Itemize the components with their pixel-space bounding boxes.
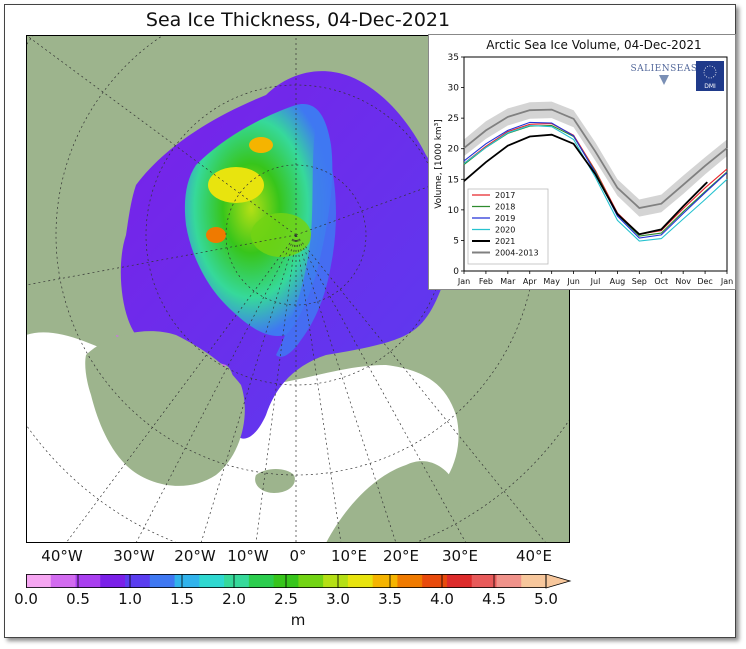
- y-tick-label: 30: [448, 84, 460, 94]
- series-line-2020: [463, 124, 728, 242]
- longitude-label: 0°: [289, 547, 307, 565]
- colorbar-tick-label: 0.5: [66, 590, 90, 608]
- x-tick-label: Dec: [697, 277, 712, 286]
- colorbar-segment: [298, 574, 324, 588]
- legend-label: 2017: [495, 191, 515, 200]
- y-tick-label: 15: [448, 175, 459, 185]
- scandinavia-landmass: [326, 461, 461, 543]
- longitude-label: 20°E: [382, 547, 420, 565]
- colorbar-segment: [224, 574, 250, 588]
- colorbar: [26, 574, 572, 589]
- dmi-logo-text: DMI: [704, 83, 716, 90]
- x-tick-label: Nov: [675, 277, 691, 286]
- climatology-band: [464, 101, 727, 217]
- colorbar-segment: [149, 574, 176, 588]
- colorbar-tick-label: 2.0: [222, 590, 246, 608]
- x-tick-label: Mar: [500, 277, 516, 286]
- greenland-landmass: [85, 331, 245, 486]
- longitude-label: 30°W: [113, 547, 155, 565]
- colorbar-tick-label: 4.5: [482, 590, 506, 608]
- series-line-2004-2013: [463, 108, 728, 209]
- colorbar-segment: [174, 574, 200, 588]
- salienseas-logo: SALIENSEAS: [630, 64, 697, 74]
- legend-label: 2021: [495, 237, 515, 246]
- colorbar-segment: [26, 574, 52, 588]
- colorbar-tick-label: 4.0: [430, 590, 454, 608]
- colorbar-segment: [50, 574, 77, 588]
- dmi-logo-ring: [703, 65, 717, 79]
- x-tick-label: Aug: [610, 277, 626, 286]
- legend-label: 2019: [495, 214, 515, 223]
- sea-ice-thickness-map: [26, 35, 570, 543]
- legend-label: 2020: [495, 226, 515, 235]
- medium-ice-band: [276, 125, 336, 357]
- longitude-label: 40°E: [515, 547, 553, 565]
- colorbar-tick-label: 1.5: [170, 590, 194, 608]
- longitude-label: 10°E: [330, 547, 368, 565]
- x-tick-label: Jun: [566, 277, 580, 286]
- colorbar-segment: [75, 574, 101, 588]
- legend-label: 2018: [495, 203, 515, 212]
- colorbar-segment: [248, 574, 275, 588]
- x-tick-label: Jan: [720, 277, 733, 286]
- colorbar-tick-label: 1.0: [118, 590, 142, 608]
- x-tick-label: May: [543, 277, 560, 286]
- y-tick-label: 10: [448, 206, 460, 216]
- x-tick-label: Apr: [523, 277, 538, 286]
- colorbar-segment: [372, 574, 398, 588]
- thickest-ice-spot: [208, 167, 264, 203]
- colorbar-segment: [199, 574, 225, 588]
- thickest-ice-spot: [206, 227, 226, 243]
- y-tick-label: 5: [453, 236, 459, 246]
- colorbar-segment: [446, 574, 473, 588]
- colorbar-segment: [422, 574, 448, 588]
- colorbar-segment: [496, 574, 522, 588]
- y-tick-label: 35: [448, 53, 459, 63]
- colorbar-tick-label: 0.0: [14, 590, 38, 608]
- thickest-ice-spot: [251, 213, 311, 257]
- thick-ice-core: [184, 104, 333, 336]
- colorbar-segment: [471, 574, 497, 588]
- longitude-label: 30°E: [441, 547, 479, 565]
- colorbar-segment: [347, 574, 374, 588]
- colorbar-segment: [323, 574, 349, 588]
- x-tick-label: Jul: [590, 277, 601, 286]
- x-tick-label: Sep: [632, 277, 647, 286]
- volume-chart-panel: 0 5 10 15 20 25 30 35 Jan Feb Mar Apr May Jun Jul Aug Se…: [428, 34, 736, 290]
- y-tick-label: 0: [453, 267, 459, 277]
- colorbar-segment: [100, 574, 126, 588]
- x-tick-label: Jan: [457, 277, 470, 286]
- colorbar-segment: [397, 574, 423, 588]
- colorbar-tick-label: 3.5: [378, 590, 402, 608]
- x-tick-label: Feb: [479, 277, 493, 286]
- colorbar-tick-label: 2.5: [274, 590, 298, 608]
- y-tick-label: 25: [448, 114, 459, 124]
- colorbar-segment: [521, 574, 547, 588]
- colorbar-unit: m: [290, 611, 306, 629]
- volume-chart: 0 5 10 15 20 25 30 35 Jan Feb Mar Apr May Jun Jul Aug Se…: [434, 53, 733, 286]
- map-title: Sea Ice Thickness, 04-Dec-2021: [145, 9, 451, 31]
- longitude-label: 10°W: [227, 547, 269, 565]
- x-tick-label: Oct: [654, 277, 668, 286]
- series-line-2021: [463, 133, 708, 236]
- y-axis-label: Volume, [1000 km³]: [434, 119, 444, 209]
- legend-label: 2004-2013: [495, 249, 539, 258]
- colorbar-tick-label: 5.0: [534, 590, 558, 608]
- colorbar-segment: [125, 574, 151, 588]
- series-line-2017: [463, 123, 728, 235]
- thickest-ice-spot: [249, 137, 273, 153]
- colorbar-extend-arrow: [545, 574, 572, 589]
- y-tick-label: 20: [448, 145, 460, 155]
- longitude-label: 20°W: [174, 547, 216, 565]
- salienseas-logo-mark: [659, 75, 669, 85]
- volume-chart-title: Arctic Sea Ice Volume, 04-Dec-2021: [486, 38, 702, 52]
- colorbar-tick-label: 3.0: [326, 590, 350, 608]
- longitude-label: 40°W: [41, 547, 83, 565]
